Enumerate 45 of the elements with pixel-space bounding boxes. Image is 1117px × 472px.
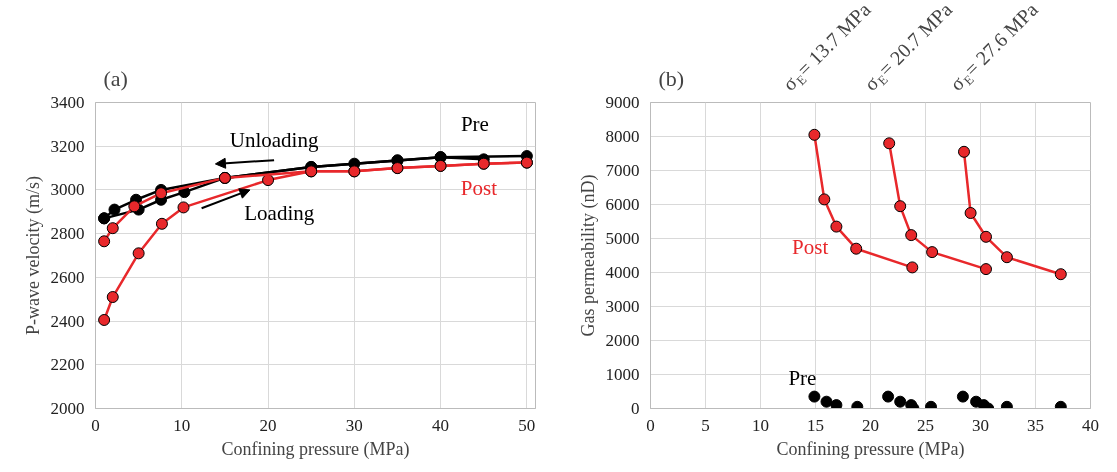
x-tick-label: 5 bbox=[701, 415, 710, 435]
y-tick-label: 3000 bbox=[605, 297, 640, 316]
x-tick-label: 10 bbox=[173, 415, 191, 435]
y-tick-label: 2000 bbox=[605, 331, 640, 350]
y-tick-label: 4000 bbox=[605, 263, 640, 282]
x-axis-title: Confining pressure (MPa) bbox=[776, 438, 965, 460]
y-tick-label: 7000 bbox=[605, 161, 640, 180]
x-tick-label: 40 bbox=[432, 415, 450, 435]
x-axis-title: Confining pressure (MPa) bbox=[221, 438, 410, 460]
x-tick-label: 40 bbox=[1082, 415, 1099, 435]
y-tick-label: 5000 bbox=[605, 229, 640, 248]
y-tick-label: 2800 bbox=[50, 224, 85, 244]
x-tick-label: 20 bbox=[259, 415, 277, 435]
series-label: Pre bbox=[788, 365, 817, 390]
x-tick-label: 0 bbox=[646, 415, 655, 435]
y-tick-label: 2200 bbox=[50, 355, 85, 375]
y-tick-label: 2600 bbox=[50, 267, 85, 287]
y-tick-label: 3200 bbox=[50, 136, 85, 156]
x-tick-label: 35 bbox=[1027, 415, 1044, 435]
x-tick-label: 10 bbox=[752, 415, 769, 435]
y-tick-label: 3400 bbox=[50, 93, 85, 112]
annotation: Unloading bbox=[229, 127, 319, 152]
y-tick-label: 3000 bbox=[50, 180, 85, 200]
x-tick-label: 20 bbox=[862, 415, 879, 435]
y-tick-label: 6000 bbox=[605, 195, 640, 214]
x-tick-label: 30 bbox=[972, 415, 989, 435]
y-tick-label: 0 bbox=[631, 399, 640, 418]
annotation: Loading bbox=[244, 201, 315, 226]
y-tick-label: 2000 bbox=[50, 399, 85, 418]
y-tick-label: 1000 bbox=[605, 365, 640, 384]
x-tick-label: 0 bbox=[91, 415, 100, 435]
x-tick-label: 15 bbox=[807, 415, 824, 435]
x-tick-label: 30 bbox=[345, 415, 363, 435]
x-tick-label: 50 bbox=[518, 415, 536, 435]
y-axis-title: P-wave velocity (m/s) bbox=[22, 176, 44, 335]
y-axis-title: Gas permeability (nD) bbox=[577, 174, 599, 337]
series-label: Pre bbox=[460, 112, 489, 137]
y-tick-label: 2400 bbox=[50, 311, 85, 331]
y-tick-label: 8000 bbox=[605, 127, 640, 146]
x-tick-label: 25 bbox=[917, 415, 934, 435]
series-label: Post bbox=[792, 234, 829, 259]
y-tick-label: 9000 bbox=[605, 93, 640, 112]
chart-title: (b) bbox=[658, 65, 685, 91]
series-label: Post bbox=[460, 175, 498, 200]
chart-title: (a) bbox=[103, 65, 128, 91]
